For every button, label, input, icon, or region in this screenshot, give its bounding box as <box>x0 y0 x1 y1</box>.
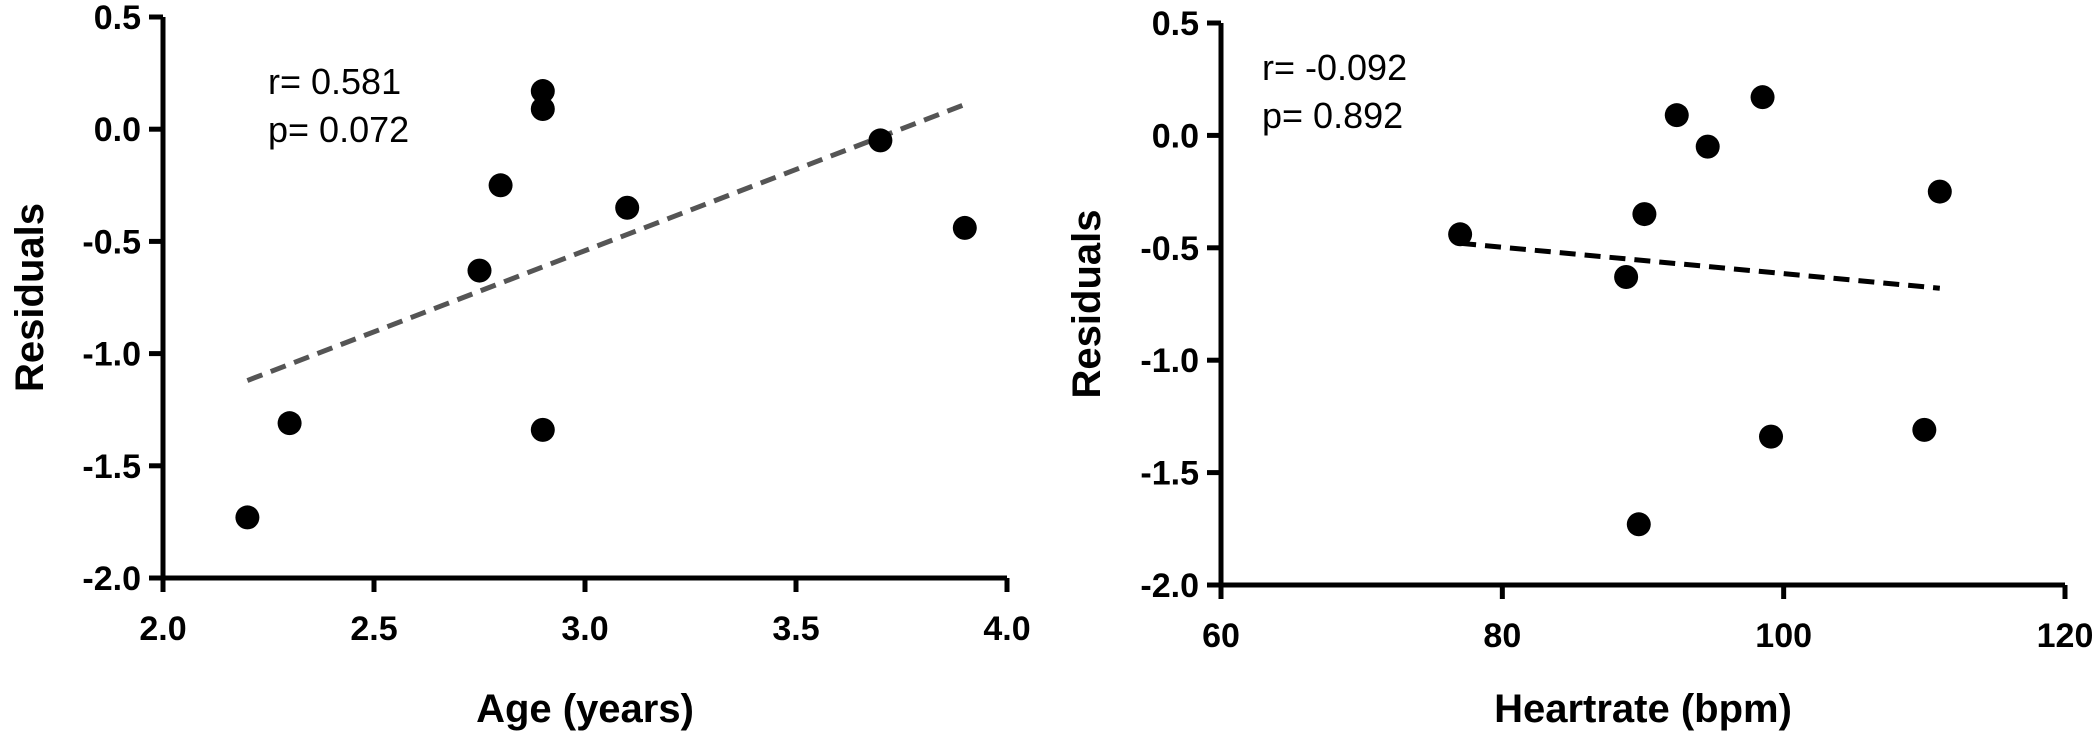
x-tick-label: 4.0 <box>983 610 1030 648</box>
correlation-r-label: r= 0.581 <box>268 61 401 102</box>
x-tick-label: 2.5 <box>350 610 397 648</box>
data-point <box>1927 179 1952 204</box>
data-point <box>1626 512 1651 537</box>
data-point <box>1664 103 1689 128</box>
regression-line <box>246 102 966 383</box>
data-point <box>868 128 893 153</box>
correlation-r-label: r= -0.092 <box>1262 47 1407 88</box>
y-tick-label: -1.5 <box>1140 455 1199 493</box>
data-point <box>467 258 492 283</box>
data-point <box>1614 265 1639 290</box>
data-point <box>277 411 302 436</box>
x-tick-label: 80 <box>1483 617 1521 655</box>
x-tick-label: 120 <box>2037 617 2094 655</box>
p-value-label: p= 0.892 <box>1262 95 1403 136</box>
x-tick-label: 3.0 <box>561 610 608 648</box>
data-point <box>615 195 640 220</box>
x-tick-label: 2.0 <box>139 610 186 648</box>
data-point <box>530 97 555 122</box>
y-tick-label: 0.0 <box>94 111 141 149</box>
y-tick-label: -1.0 <box>82 336 141 374</box>
data-point <box>530 417 555 442</box>
data-point <box>530 79 555 104</box>
y-tick-label: -0.5 <box>1140 230 1199 268</box>
y-tick-label: -0.5 <box>82 223 141 261</box>
x-axis-title: Heartrate (bpm) <box>1494 687 1792 731</box>
y-tick-label: -2.0 <box>82 560 141 598</box>
y-axis-title: Residuals <box>8 203 52 392</box>
y-tick-label: -2.0 <box>1140 567 1199 605</box>
x-tick-label: 60 <box>1202 617 1240 655</box>
data-point <box>1448 222 1473 247</box>
y-tick-label: -1.5 <box>82 448 141 486</box>
data-point <box>1632 202 1657 227</box>
regression-line <box>1459 240 1941 291</box>
data-point <box>1912 417 1937 442</box>
y-tick-label: -1.0 <box>1140 342 1199 380</box>
x-tick-label: 3.5 <box>772 610 819 648</box>
data-point <box>1759 424 1784 449</box>
x-tick-label: 100 <box>1755 617 1812 655</box>
data-point <box>235 505 260 530</box>
y-tick-label: 0.0 <box>1152 117 1199 155</box>
data-point <box>1750 85 1775 110</box>
y-axis-title: Residuals <box>1065 210 1109 399</box>
y-tick-label: 0.5 <box>94 0 141 37</box>
y-tick-label: 0.5 <box>1152 5 1199 43</box>
p-value-label: p= 0.072 <box>268 109 409 150</box>
data-point <box>488 173 513 198</box>
x-axis-title: Age (years) <box>476 687 694 731</box>
data-point <box>952 215 977 240</box>
data-point <box>1695 134 1720 159</box>
